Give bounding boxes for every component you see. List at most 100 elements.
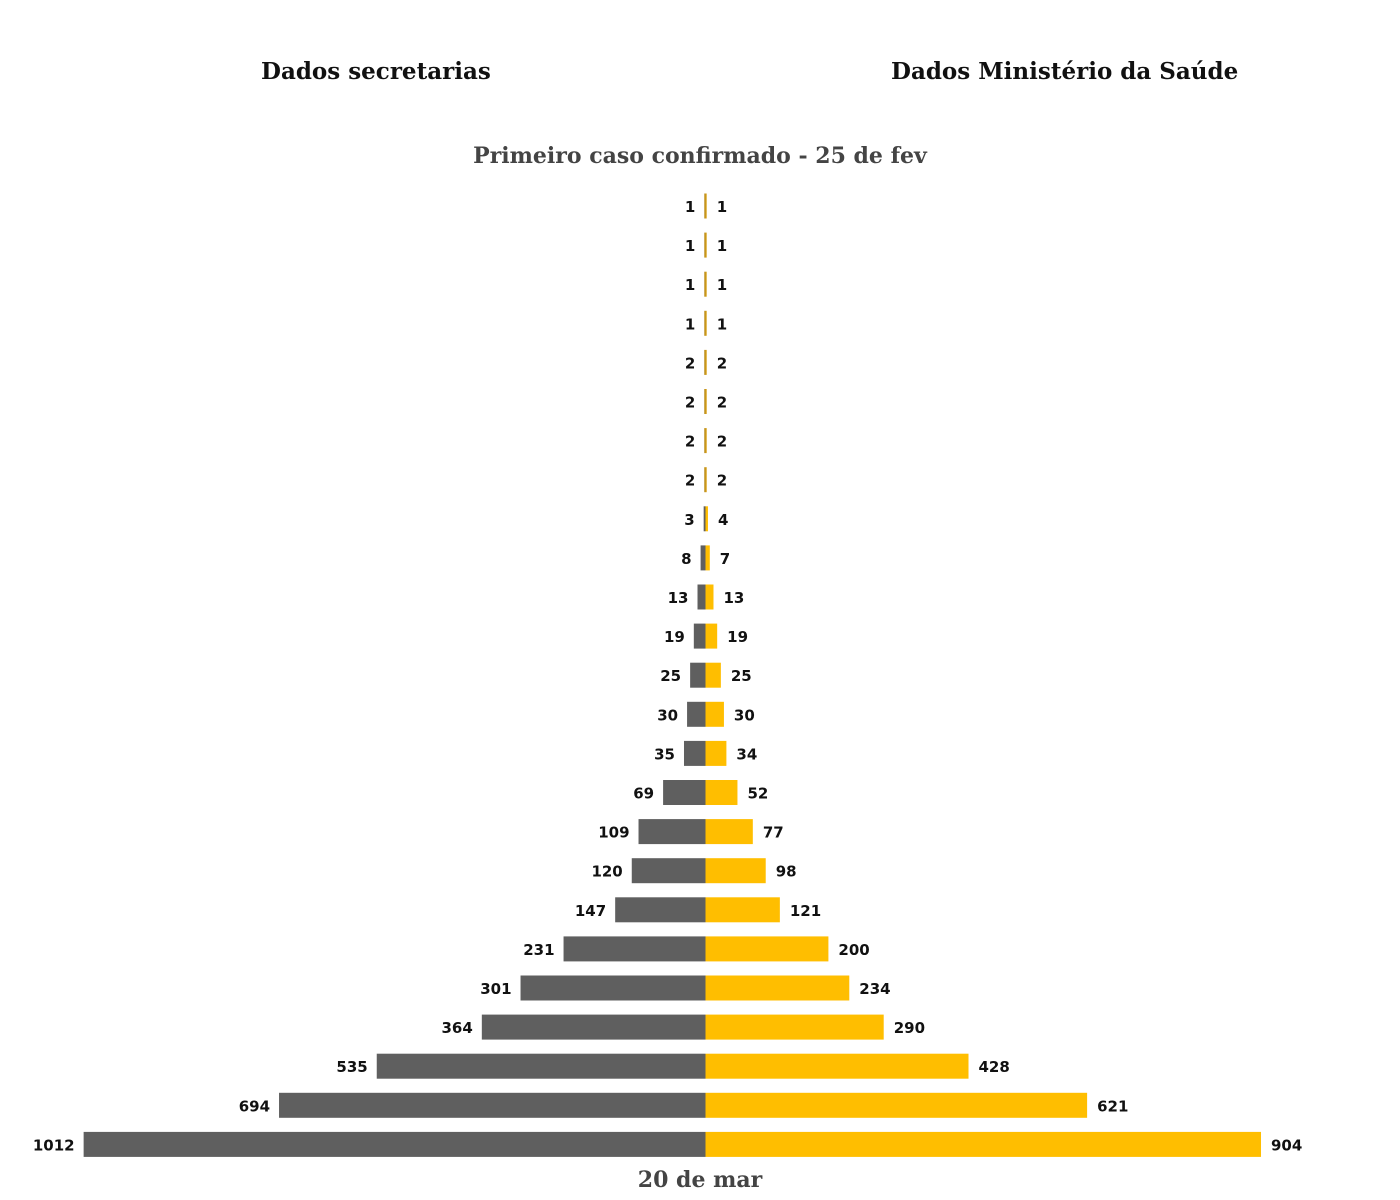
bar-ministerio bbox=[705, 623, 718, 649]
series-left-title: Dados secretarias bbox=[261, 58, 491, 85]
value-label-ministerio: 2 bbox=[717, 433, 727, 451]
value-label-ministerio: 621 bbox=[1097, 1097, 1128, 1115]
value-label-secretarias: 1 bbox=[685, 237, 695, 255]
bar-secretarias bbox=[631, 858, 706, 884]
value-label-ministerio: 34 bbox=[736, 745, 757, 763]
value-label-ministerio: 7 bbox=[720, 550, 730, 568]
value-label-secretarias: 364 bbox=[442, 1019, 473, 1037]
value-label-secretarias: 1 bbox=[685, 198, 695, 216]
value-label-ministerio: 30 bbox=[734, 706, 755, 724]
bar-ministerio bbox=[705, 1053, 969, 1079]
bar-secretarias bbox=[376, 1053, 706, 1079]
bar-secretarias bbox=[693, 623, 706, 649]
value-label-ministerio: 77 bbox=[763, 824, 784, 842]
value-label-secretarias: 147 bbox=[575, 902, 606, 920]
bar-secretarias bbox=[615, 897, 706, 923]
bar-ministerio bbox=[705, 428, 707, 454]
value-label-ministerio: 121 bbox=[790, 902, 821, 920]
bar-ministerio bbox=[705, 1131, 1262, 1157]
bar-ministerio bbox=[705, 193, 707, 219]
bar-secretarias bbox=[704, 428, 706, 454]
value-label-secretarias: 109 bbox=[598, 824, 629, 842]
bar-ministerio bbox=[705, 584, 714, 610]
bar-secretarias bbox=[83, 1131, 706, 1157]
value-label-secretarias: 2 bbox=[685, 394, 695, 412]
bar-secretarias bbox=[704, 349, 706, 375]
value-label-secretarias: 2 bbox=[685, 354, 695, 372]
value-label-secretarias: 69 bbox=[633, 785, 654, 803]
bar-ministerio bbox=[705, 897, 780, 923]
bar-ministerio bbox=[705, 271, 707, 297]
value-label-secretarias: 120 bbox=[591, 863, 622, 881]
value-label-secretarias: 19 bbox=[664, 628, 685, 646]
value-label-ministerio: 2 bbox=[717, 472, 727, 490]
bar-ministerio bbox=[705, 349, 707, 375]
bar-secretarias bbox=[687, 701, 706, 727]
bar-ministerio bbox=[705, 819, 753, 845]
bar-secretarias bbox=[638, 819, 706, 845]
value-label-secretarias: 1 bbox=[685, 276, 695, 294]
bar-secretarias bbox=[663, 780, 706, 805]
bar-secretarias bbox=[690, 662, 706, 688]
value-label-secretarias: 2 bbox=[685, 472, 695, 490]
value-label-ministerio: 290 bbox=[894, 1019, 925, 1037]
value-label-secretarias: 1012 bbox=[33, 1136, 75, 1154]
series-right-title: Dados Ministério da Saúde bbox=[891, 58, 1239, 85]
value-label-secretarias: 231 bbox=[523, 941, 554, 959]
bar-secretarias bbox=[700, 545, 706, 571]
value-label-secretarias: 694 bbox=[239, 1097, 270, 1115]
bar-secretarias bbox=[704, 467, 706, 493]
value-label-secretarias: 25 bbox=[660, 667, 681, 685]
bar-secretarias bbox=[520, 975, 706, 1001]
value-label-ministerio: 2 bbox=[717, 394, 727, 412]
bar-ministerio bbox=[705, 310, 707, 336]
value-label-ministerio: 1 bbox=[717, 237, 727, 255]
last-date-label: 20 de mar bbox=[637, 1167, 763, 1193]
value-label-ministerio: 2 bbox=[717, 354, 727, 372]
bar-ministerio bbox=[705, 506, 708, 532]
value-label-secretarias: 301 bbox=[480, 980, 511, 998]
value-label-ministerio: 1 bbox=[717, 198, 727, 216]
bar-secretarias bbox=[481, 1014, 706, 1040]
value-label-ministerio: 4 bbox=[718, 511, 728, 529]
bar-secretarias bbox=[703, 506, 706, 532]
bar-ministerio bbox=[705, 467, 707, 493]
bar-secretarias bbox=[279, 1092, 706, 1118]
bar-secretarias bbox=[704, 271, 706, 297]
value-label-ministerio: 200 bbox=[838, 941, 869, 959]
value-label-ministerio: 98 bbox=[776, 863, 797, 881]
bar-ministerio bbox=[705, 740, 727, 766]
value-label-ministerio: 13 bbox=[723, 589, 744, 607]
value-label-ministerio: 1 bbox=[717, 315, 727, 333]
bar-ministerio bbox=[705, 1092, 1088, 1118]
value-label-secretarias: 2 bbox=[685, 433, 695, 451]
bar-ministerio bbox=[705, 701, 724, 727]
value-label-secretarias: 1 bbox=[685, 315, 695, 333]
value-label-ministerio: 19 bbox=[727, 628, 748, 646]
first-case-label: Primeiro caso confirmado - 25 de fev bbox=[473, 143, 927, 169]
bar-ministerio bbox=[705, 232, 707, 258]
value-label-ministerio: 428 bbox=[979, 1058, 1010, 1076]
bar-ministerio bbox=[705, 858, 766, 884]
bar-secretarias bbox=[704, 232, 706, 258]
value-label-ministerio: 25 bbox=[731, 667, 752, 685]
bar-secretarias bbox=[697, 584, 706, 610]
value-label-ministerio: 234 bbox=[859, 980, 890, 998]
bar-ministerio bbox=[705, 389, 707, 414]
bar-secretarias bbox=[704, 310, 706, 336]
bar-ministerio bbox=[705, 1014, 884, 1040]
value-label-ministerio: 904 bbox=[1271, 1136, 1302, 1154]
value-label-ministerio: 1 bbox=[717, 276, 727, 294]
value-label-secretarias: 8 bbox=[681, 550, 691, 568]
bar-ministerio bbox=[705, 975, 850, 1001]
value-label-secretarias: 35 bbox=[654, 745, 675, 763]
bar-ministerio bbox=[705, 780, 738, 805]
bar-ministerio bbox=[705, 662, 721, 688]
bar-ministerio bbox=[705, 936, 829, 962]
bar-ministerio bbox=[705, 545, 710, 571]
value-label-secretarias: 13 bbox=[668, 589, 689, 607]
value-label-secretarias: 3 bbox=[684, 511, 694, 529]
value-label-secretarias: 30 bbox=[657, 706, 678, 724]
bar-secretarias bbox=[683, 740, 706, 766]
